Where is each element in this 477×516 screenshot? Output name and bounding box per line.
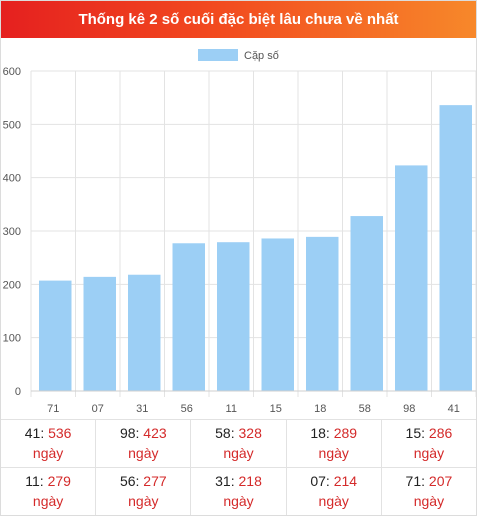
y-tick-label: 0 — [15, 386, 21, 398]
bar — [439, 105, 472, 391]
y-tick-label: 400 — [3, 173, 21, 185]
page-title: Thống kê 2 số cuối đặc biệt lâu chưa về … — [1, 1, 476, 38]
x-tick-label: 71 — [47, 403, 59, 415]
chart-svg: 0 100 200 300 400 500 600 71 07 31 56 11 15 18 58 98 41 C… — [3, 49, 476, 415]
stat-days: 277 — [143, 473, 167, 489]
stat-unit: ngày — [128, 445, 159, 461]
bar — [217, 242, 250, 391]
y-tick-label: 300 — [3, 226, 21, 238]
stat-unit: ngày — [223, 445, 254, 461]
stat-cell: 07: 214 ngày — [287, 468, 382, 515]
stat-number: 71 — [405, 473, 422, 489]
stat-unit: ngày — [318, 493, 349, 509]
stat-unit: ngày — [32, 493, 64, 509]
stat-days: 279 — [47, 473, 71, 489]
bar — [128, 274, 161, 391]
stat-unit: ngày — [413, 493, 445, 509]
stat-cell: 15: 286 ngày — [382, 420, 476, 467]
stat-cell: 58: 328 ngày — [191, 420, 287, 467]
stat-number: 31 — [215, 473, 231, 489]
stat-days: 214 — [333, 473, 358, 489]
stat-number: 56 — [119, 473, 136, 489]
x-tick-label: 98 — [403, 403, 415, 415]
stat-cell: 56: 277 ngày — [96, 468, 192, 515]
stat-cell: 11: 279 ngày — [1, 468, 97, 515]
x-tick-label: 07 — [92, 403, 104, 415]
x-tick-label: 18 — [314, 403, 326, 415]
bar — [261, 238, 294, 391]
stat-days: 218 — [238, 473, 262, 489]
bar-chart: 0 100 200 300 400 500 600 71 07 31 56 11 15 18 58 98 41 C… — [1, 38, 476, 419]
x-tick-label: 41 — [448, 403, 460, 415]
y-tick-label: 100 — [3, 333, 21, 345]
stat-unit: ngày — [32, 445, 64, 461]
table-row: 41: 536 ngày 98: 423 ngày 58: 328 ngày 1… — [1, 420, 476, 468]
bar — [306, 236, 339, 391]
stat-cell: 18: 289 ngày — [287, 420, 382, 467]
stat-cell: 31: 218 ngày — [191, 468, 287, 515]
stat-days: 289 — [333, 425, 358, 441]
stat-unit: ngày — [223, 493, 254, 509]
y-tick-label: 200 — [3, 279, 21, 291]
stat-number: 58 — [215, 425, 231, 441]
stat-days: 286 — [428, 425, 453, 441]
bar — [83, 276, 116, 391]
stat-number: 07 — [310, 473, 326, 489]
bar — [395, 165, 428, 391]
stat-days: 328 — [238, 425, 262, 441]
x-tick-label: 56 — [181, 403, 193, 415]
bar — [350, 216, 383, 391]
stat-number: 41 — [24, 425, 41, 441]
x-tick-label: 11 — [226, 403, 237, 415]
stat-number: 11 — [25, 473, 40, 489]
legend-label: Cặp số — [244, 50, 279, 62]
stat-cell: 71: 207 ngày — [382, 468, 476, 515]
stat-number: 18 — [310, 425, 326, 441]
stat-unit: ngày — [413, 445, 445, 461]
stat-number: 15 — [405, 425, 422, 441]
stats-table: 41: 536 ngày 98: 423 ngày 58: 328 ngày 1… — [1, 419, 476, 515]
stat-days: 207 — [428, 473, 453, 489]
stat-cell: 41: 536 ngày — [1, 420, 97, 467]
table-row: 11: 279 ngày 56: 277 ngày 31: 218 ngày 0… — [1, 468, 476, 515]
y-tick-label: 500 — [3, 119, 21, 131]
stat-number: 98 — [119, 425, 136, 441]
stat-unit: ngày — [128, 493, 159, 509]
bar — [39, 280, 72, 391]
stat-cell: 98: 423 ngày — [96, 420, 192, 467]
stat-days: 423 — [143, 425, 167, 441]
legend-swatch — [198, 49, 238, 61]
stat-days: 536 — [48, 425, 72, 441]
x-tick-label: 15 — [270, 403, 282, 415]
x-tick-label: 31 — [136, 403, 148, 415]
x-tick-label: 58 — [359, 403, 371, 415]
stat-unit: ngày — [318, 445, 349, 461]
y-tick-label: 600 — [3, 66, 21, 78]
bar — [172, 243, 205, 391]
